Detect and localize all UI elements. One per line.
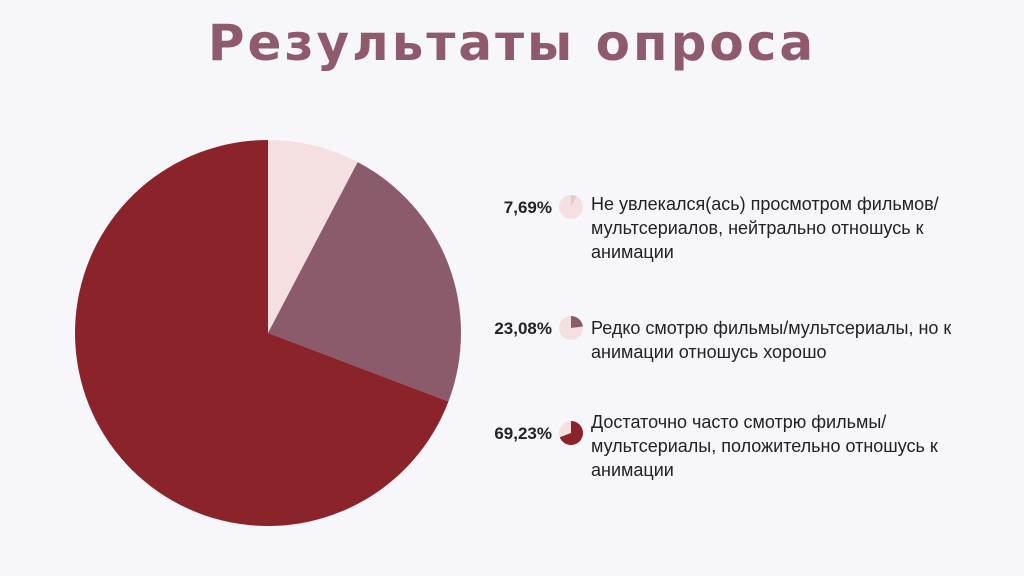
legend-percent-2: 23,08% <box>494 319 552 338</box>
pie-slice-2 <box>268 162 461 402</box>
chart-title: Результаты опроса <box>207 14 817 72</box>
legend-description-1: Не увлекался(ась) просмотром фильмов/ му… <box>591 194 939 262</box>
mini-pie-wedge <box>571 195 577 207</box>
legend-percent-3: 69,23% <box>494 424 552 443</box>
mini-pie-icon-3 <box>559 421 583 445</box>
mini-pie-wedge <box>571 316 583 328</box>
mini-pie-icon-2 <box>559 316 583 340</box>
legend-description-3: Достаточно часто смотрю фильмы/ мультсер… <box>591 412 938 480</box>
legend-description-2: Редко смотрю фильмы/мультсериалы, но к а… <box>591 318 952 362</box>
mini-pie-icon-1 <box>559 195 583 219</box>
pie-chart <box>75 140 461 526</box>
pie-slice-1 <box>268 140 358 333</box>
mini-pie-wedge <box>559 421 583 445</box>
legend-percent-1: 7,69% <box>503 198 552 217</box>
pie-slice-3 <box>75 140 449 526</box>
